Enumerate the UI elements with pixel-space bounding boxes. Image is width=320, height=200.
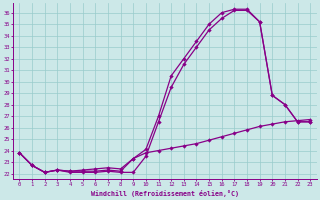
X-axis label: Windchill (Refroidissement éolien,°C): Windchill (Refroidissement éolien,°C) (91, 190, 239, 197)
